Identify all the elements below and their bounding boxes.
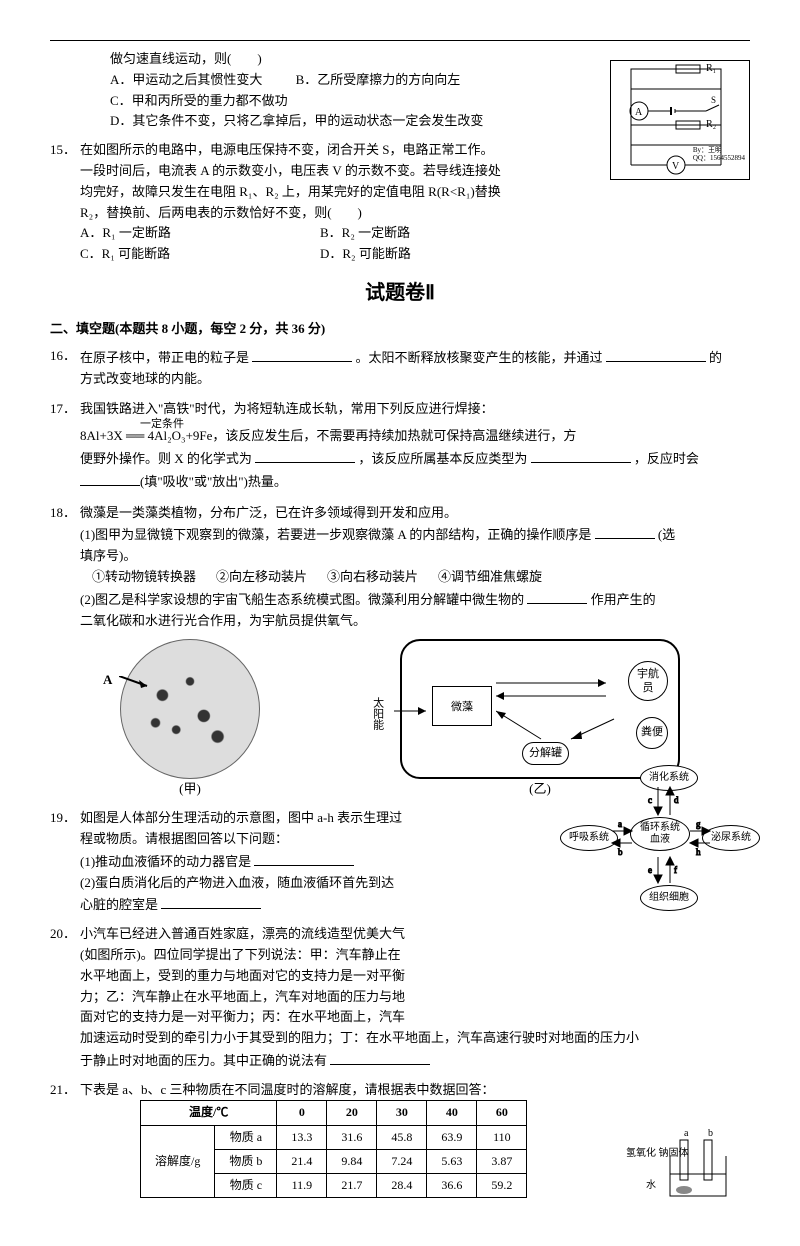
q14-optD: D．其它条件不变，只将乙拿掉后，甲的运动状态一定会发生改变 — [110, 113, 483, 128]
section2-sub: 二、填空题(本题共 8 小题，每空 2 分，共 36 分) — [50, 319, 750, 340]
circuit-a-label: A — [635, 107, 643, 118]
sunlabel: 太阳能 — [368, 697, 386, 730]
blank — [606, 346, 706, 362]
q15-s3: 均完好，故障只发生在电阻 R₁、R₂ 上，用某完好的定值电阻 R(R<R₁)替换 — [80, 182, 570, 203]
q19-t3: (1)推动血液循环的动力器官是 — [80, 854, 251, 869]
q18-t3: (选 — [658, 527, 675, 542]
q18-t2: (1)图甲为显微镜下观察到的微藻，若要进一步观察微藻 A 的内部结构，正确的操作… — [80, 527, 591, 542]
circuit-r2-label: R₂ — [706, 119, 716, 130]
q21-block: 21． 下表是 a、b、c 三种物质在不同温度时的溶解度，请根据表中数据回答： … — [50, 1080, 750, 1199]
q15-optB: B．R₂ 一定断路 — [320, 223, 410, 244]
q16-t1: 在原子核中，带正电的粒子是 — [80, 350, 249, 365]
q18-num: 18． — [50, 503, 76, 524]
q20-num: 20． — [50, 924, 76, 945]
circuit-r1-label: R₁ — [706, 63, 716, 74]
q20-t1: 小汽车已经进入普通百姓家庭，漂亮的流线造型优美大气 — [80, 924, 570, 945]
q21-num: 21． — [50, 1080, 76, 1101]
q20-block: 20． 小汽车已经进入普通百姓家庭，漂亮的流线造型优美大气 (如图所示)。四位同… — [50, 924, 750, 1072]
section2-title: 试题卷Ⅱ — [50, 277, 750, 309]
q21-t1: 下表是 a、b、c 三种物质在不同温度时的溶解度，请根据表中数据回答： — [80, 1080, 750, 1101]
q20-t4: 力；乙：汽车静止在水平地面上，汽车对地面的压力与地 — [80, 987, 570, 1008]
circuit-s-label: S — [711, 95, 716, 105]
q20-t3: 水平地面上，受到的重力与地面对它的支持力是一对平衡 — [80, 966, 570, 987]
blank — [80, 470, 140, 486]
q17-t5: (填"吸收"或"放出")热量。 — [140, 474, 287, 489]
q14-optC: C．甲和丙所受的重力都不做功 — [110, 93, 288, 108]
q15-s2: 一段时间后，电流表 A 的示数变小，电压表 V 的示数不变。若导线连接处 — [80, 161, 570, 182]
q15-num: 15． — [50, 140, 76, 161]
q14-optB: B．乙所受摩擦力的方向向左 — [296, 70, 461, 91]
q15-block: 15． 在如图所示的电路中，电源电压保持不变，闭合开关 S，电路正常工作。 一段… — [50, 140, 750, 265]
fig-A-label: A — [103, 670, 112, 691]
th-temp: 温度/℃ — [141, 1101, 277, 1125]
q16-num: 16． — [50, 346, 76, 367]
blank — [330, 1049, 430, 1065]
q20-t7: 于静止时对地面的压力。其中正确的说法有 — [80, 1053, 327, 1068]
svg-text:c: c — [648, 795, 652, 805]
q18-o3: ③向右移动装片 — [327, 567, 418, 588]
q19-t4: (2)蛋白质消化后的产物进入血液，随血液循环首先到达 — [80, 873, 570, 894]
q19-num: 19． — [50, 808, 76, 829]
blank — [255, 447, 355, 463]
rowlabel: 溶解度/g — [141, 1125, 215, 1198]
q18-o2: ②向左移动装片 — [216, 567, 307, 588]
q18-o4: ④调节细准焦螺旋 — [438, 567, 542, 588]
q16-t4: 方式改变地球的内能。 — [80, 369, 750, 390]
sysbox-astro: 宇航员 — [628, 661, 668, 701]
sysbox-waste: 粪便 — [636, 717, 668, 749]
q15-optD: D．R₂ 可能断路 — [320, 244, 411, 265]
blank — [527, 588, 587, 604]
blank — [252, 346, 352, 362]
q15-s1: 在如图所示的电路中，电源电压保持不变，闭合开关 S，电路正常工作。 — [80, 140, 570, 161]
q18-t4: 填序号)。 — [80, 546, 750, 567]
q18-t5: (2)图乙是科学家设想的宇宙飞船生态系统模式图。微藻利用分解罐中微生物的 — [80, 592, 524, 607]
captionA: (甲) — [120, 779, 260, 800]
svg-text:d: d — [674, 795, 679, 805]
q17-t4: ，反应时会 — [634, 451, 699, 466]
q19-t1: 如图是人体部分生理活动的示意图，图中 a-h 表示生理过 — [80, 808, 570, 829]
q17-num: 17． — [50, 399, 76, 420]
q17-block: 17． 我国铁路进入"高铁"时代，为将短轨连成长轨，常用下列反应进行焊接： 一定… — [50, 399, 750, 492]
q16-block: 16． 在原子核中，带正电的粒子是 。太阳不断释放核聚变产生的核能，并通过 的 … — [50, 346, 750, 390]
q17-t3: ，该反应所属基本反应类型为 — [358, 451, 527, 466]
q19-block: 19． 如图是人体部分生理活动的示意图，图中 a-h 表示生理过 程或物质。请根… — [50, 808, 750, 916]
q18-t6: 作用产生的 — [591, 592, 656, 607]
q15-s4: R₂，替换前、后两电表的示数恰好不变，则( ) — [80, 203, 570, 224]
q14-optA: A．甲运动之后其惯性变大 — [110, 70, 262, 91]
microscope-fig: A — [120, 639, 260, 779]
blank — [254, 850, 354, 866]
q17-t2: 便野外操作。则 X 的化学式为 — [80, 451, 252, 466]
top-divider — [50, 40, 750, 41]
q19-t5: 心脏的腔室是 — [80, 897, 158, 912]
q19-t2: 程或物质。请根据图回答以下问题： — [80, 829, 570, 850]
blank — [531, 447, 631, 463]
q18-block: 18． 微藻是一类藻类植物，分布广泛，已在许多领域得到开发和应用。 (1)图甲为… — [50, 503, 750, 632]
q18-t7: 二氧化碳和水进行光合作用，为宇航员提供氧气。 — [50, 611, 750, 632]
blank — [161, 893, 261, 909]
ecosystem-fig: 太阳能 微藻 宇航员 分解罐 粪便 — [400, 639, 680, 779]
blank — [595, 523, 655, 539]
q18-o1: ①转动物镜转换器 — [92, 567, 196, 588]
q15-optC: C．R₁ 可能断路 — [80, 244, 320, 265]
q20-t6: 加速运动时受到的牵引力小于其受到的阻力；丁：在水平地面上，汽车高速行驶时对地面的… — [80, 1028, 750, 1049]
q20-t5: 面对它的支持力是一对平衡力；丙：在水平地面上，汽车 — [80, 1007, 570, 1028]
q16-t3: 的 — [709, 350, 722, 365]
q15-optA: A．R₁ 一定断路 — [80, 223, 320, 244]
q16-t2: 。太阳不断释放核聚变产生的核能，并通过 — [356, 350, 603, 365]
q20-t2: (如图所示)。四位同学提出了下列说法：甲：汽车静止在 — [80, 945, 570, 966]
sysbox-algae: 微藻 — [432, 686, 492, 726]
q17-cond: 一定条件 — [140, 416, 184, 434]
solubility-table: 温度/℃ 0 20 30 40 60 溶解度/g 物质 a 13.3 31.6 … — [140, 1100, 527, 1198]
q18-t1: 微藻是一类藻类植物，分布广泛，已在许多领域得到开发和应用。 — [80, 503, 750, 524]
